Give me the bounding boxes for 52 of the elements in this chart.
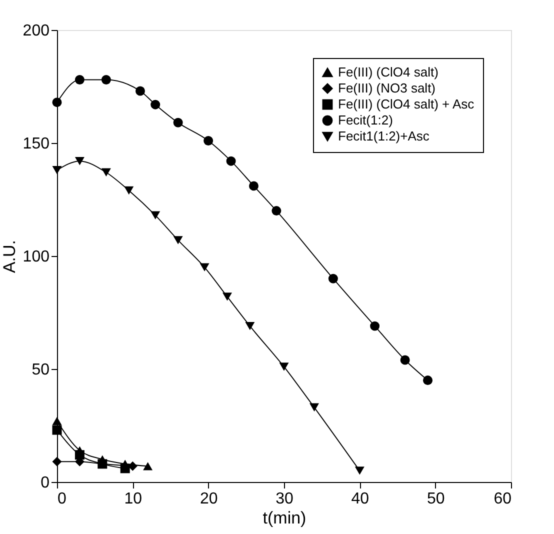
y-tick-label: 0 <box>40 474 50 492</box>
point <box>150 211 160 220</box>
y-axis-title: A.U. <box>0 240 19 274</box>
point <box>52 166 62 174</box>
point <box>74 74 84 84</box>
legend-label: Fecit(1:2) <box>338 112 393 128</box>
point <box>200 263 210 272</box>
point <box>370 321 380 331</box>
x-tick-label: 60 <box>494 490 512 508</box>
legend-label: Fe(III) (ClO4 salt) <box>338 64 438 80</box>
point <box>98 459 108 469</box>
x-tick-label: 50 <box>426 490 445 508</box>
point <box>173 118 183 128</box>
x-tick-label: 10 <box>124 490 142 508</box>
x-tick-label: 0 <box>58 490 66 508</box>
y-tick-label: 150 <box>22 136 50 152</box>
point <box>74 156 84 166</box>
point <box>226 156 236 166</box>
point <box>52 456 62 466</box>
legend-label: Fe(III) (ClO4 salt) + Asc <box>338 96 475 112</box>
y-tick-label: 50 <box>32 362 50 378</box>
y-tick-label: 100 <box>22 248 50 266</box>
point <box>248 181 258 191</box>
legend-label: Fecit1(1:2)+Asc <box>338 128 430 144</box>
point <box>52 416 62 426</box>
point <box>101 74 111 84</box>
point <box>52 425 62 435</box>
point <box>150 100 160 110</box>
point <box>400 355 410 365</box>
x-tick-label: 40 <box>351 490 370 508</box>
point <box>354 466 364 475</box>
point <box>245 322 255 330</box>
point <box>423 376 433 386</box>
x-axis-title: t(min) <box>262 508 306 528</box>
point <box>120 464 130 474</box>
point <box>135 86 145 96</box>
x-tick-label: 20 <box>200 490 218 508</box>
point <box>328 274 338 284</box>
point <box>52 98 62 108</box>
point <box>222 292 232 301</box>
point <box>143 462 153 470</box>
point <box>279 362 289 371</box>
y-tick-label: 200 <box>22 22 50 40</box>
legend-label: Fe(III) (NO3 salt) <box>338 80 436 96</box>
point <box>310 403 320 412</box>
point <box>101 168 111 176</box>
point <box>74 450 84 460</box>
point <box>272 206 282 216</box>
point <box>204 136 214 146</box>
x-tick-label: 30 <box>276 490 294 508</box>
point <box>173 236 183 244</box>
point <box>124 186 134 195</box>
